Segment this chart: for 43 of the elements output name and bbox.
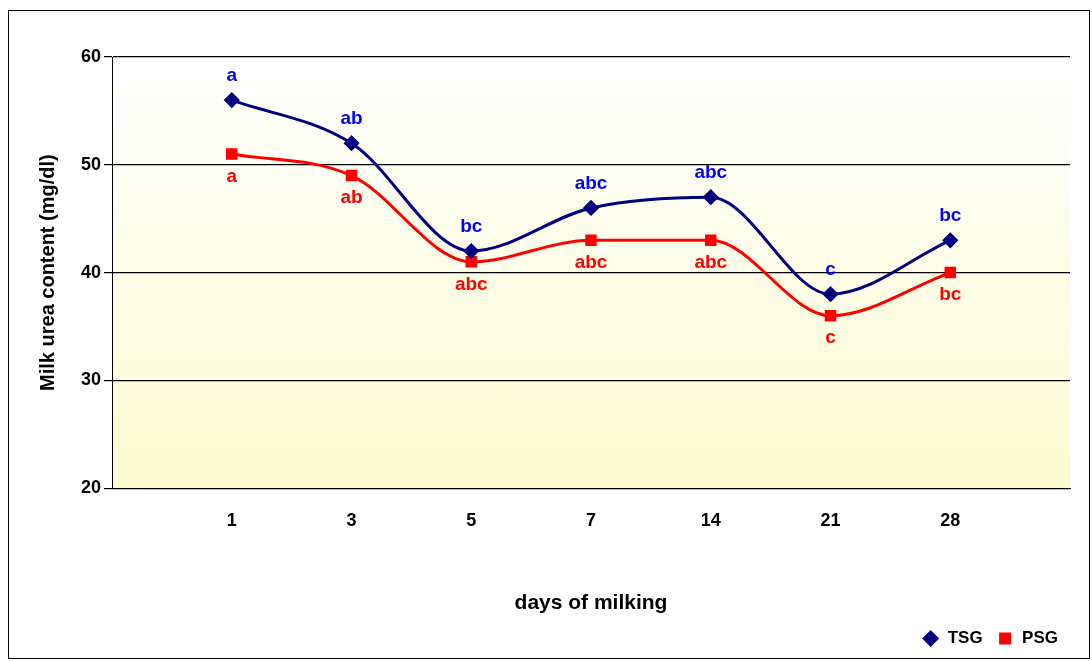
point: [583, 200, 599, 216]
x-tick-label: 28: [940, 509, 961, 530]
x-tick-label: 5: [466, 509, 477, 530]
point: [224, 92, 240, 108]
y-axis-title: Milk urea content (mg/dl): [35, 154, 58, 391]
point: [465, 256, 478, 268]
annotation: abc: [694, 160, 728, 182]
point: [944, 266, 956, 279]
point: [824, 309, 837, 322]
point: [344, 135, 360, 151]
legend-label: TSG: [947, 628, 983, 648]
x-tick-label: 1: [226, 509, 237, 530]
annotation: abc: [454, 272, 489, 294]
x-tick-label: 14: [700, 509, 721, 530]
annotation: abc: [694, 250, 728, 272]
annotation: ab: [340, 186, 363, 208]
legend-label: PSG: [1022, 628, 1059, 648]
y-tick-label: 30: [80, 369, 102, 390]
point: [705, 234, 717, 246]
annotation: abc: [574, 171, 608, 193]
y-tick-label: 40: [80, 261, 102, 282]
y-tick-label: 20: [80, 477, 102, 498]
point: [463, 243, 479, 259]
annotation: ab: [340, 106, 363, 128]
point: [823, 286, 839, 302]
y-tick-label: 60: [80, 45, 102, 66]
annotation: c: [825, 326, 837, 348]
point: [585, 234, 597, 246]
x-tick-label: 21: [820, 509, 841, 530]
point: [703, 189, 719, 205]
point: [942, 232, 958, 248]
annotation: bc: [460, 214, 483, 236]
point: [345, 169, 358, 182]
x-tick-label: 7: [586, 509, 597, 530]
x-tick-label: 3: [346, 509, 357, 530]
x-axis-title: days of milking: [514, 590, 668, 614]
annotation: a: [226, 63, 238, 85]
y-tick-label: 50: [80, 153, 102, 174]
annotation: bc: [939, 203, 962, 225]
annotation: bc: [939, 283, 962, 305]
point: [226, 148, 238, 160]
annotation: a: [226, 164, 238, 186]
annotation: abc: [574, 250, 608, 272]
